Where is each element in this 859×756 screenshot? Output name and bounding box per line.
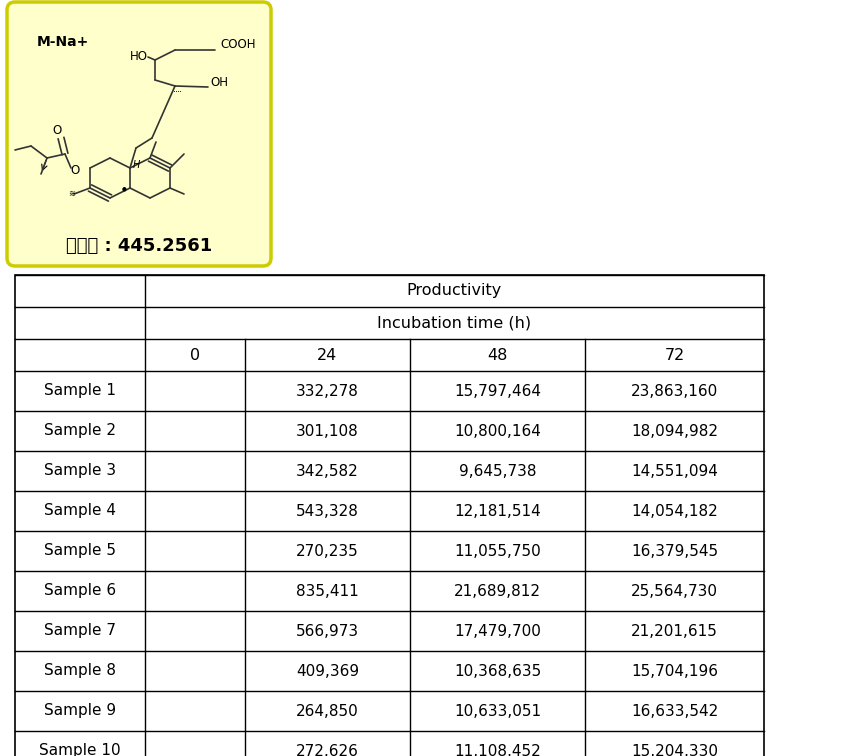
Text: 301,108: 301,108: [296, 423, 359, 438]
Text: 21,201,615: 21,201,615: [631, 624, 718, 639]
Text: Sample 1: Sample 1: [44, 383, 116, 398]
Text: 272,626: 272,626: [296, 743, 359, 756]
Text: 17,479,700: 17,479,700: [454, 624, 541, 639]
Text: Sample 4: Sample 4: [44, 503, 116, 519]
Text: Sample 3: Sample 3: [44, 463, 116, 479]
Text: 15,204,330: 15,204,330: [631, 743, 718, 756]
Text: 이론치 : 445.2561: 이론치 : 445.2561: [66, 237, 212, 255]
Text: 16,379,545: 16,379,545: [631, 544, 718, 559]
Text: 16,633,542: 16,633,542: [631, 704, 718, 718]
Text: Productivity: Productivity: [407, 284, 503, 299]
Text: Sample 6: Sample 6: [44, 584, 116, 599]
Text: 543,328: 543,328: [296, 503, 359, 519]
Text: ●: ●: [122, 186, 127, 191]
Text: ≋: ≋: [68, 189, 75, 198]
Text: 48: 48: [487, 348, 508, 362]
Text: 15,704,196: 15,704,196: [631, 664, 718, 678]
Text: 409,369: 409,369: [296, 664, 359, 678]
Text: HO: HO: [130, 51, 148, 64]
Text: 10,633,051: 10,633,051: [454, 704, 541, 718]
Text: 11,055,750: 11,055,750: [454, 544, 541, 559]
Text: 0: 0: [190, 348, 200, 362]
Text: 72: 72: [664, 348, 685, 362]
Text: 24: 24: [317, 348, 338, 362]
Text: 25,564,730: 25,564,730: [631, 584, 718, 599]
Text: 18,094,982: 18,094,982: [631, 423, 718, 438]
Text: Sample 9: Sample 9: [44, 704, 116, 718]
Text: 10,368,635: 10,368,635: [454, 664, 541, 678]
Text: 21,689,812: 21,689,812: [454, 584, 541, 599]
Text: OH: OH: [210, 76, 228, 88]
Text: 14,551,094: 14,551,094: [631, 463, 718, 479]
Text: O: O: [52, 125, 62, 138]
Text: 15,797,464: 15,797,464: [454, 383, 541, 398]
Text: Sample 2: Sample 2: [44, 423, 116, 438]
Text: 14,054,182: 14,054,182: [631, 503, 718, 519]
Text: 332,278: 332,278: [296, 383, 359, 398]
Text: O: O: [70, 163, 80, 176]
Text: 10,800,164: 10,800,164: [454, 423, 541, 438]
Text: 835,411: 835,411: [296, 584, 359, 599]
Text: Sample 5: Sample 5: [44, 544, 116, 559]
Text: Sample 8: Sample 8: [44, 664, 116, 678]
Text: Sample 10: Sample 10: [40, 743, 121, 756]
Text: 264,850: 264,850: [296, 704, 359, 718]
Text: 9,645,738: 9,645,738: [459, 463, 536, 479]
Text: 566,973: 566,973: [296, 624, 359, 639]
Bar: [15, 275, 764, 756]
Text: ⁞: ⁞: [173, 88, 183, 91]
Text: M-Na+: M-Na+: [37, 35, 89, 49]
Text: 12,181,514: 12,181,514: [454, 503, 541, 519]
Text: 23,863,160: 23,863,160: [631, 383, 718, 398]
Text: 342,582: 342,582: [296, 463, 359, 479]
Text: H: H: [133, 160, 140, 170]
Text: 270,235: 270,235: [296, 544, 359, 559]
Text: 11,108,452: 11,108,452: [454, 743, 541, 756]
FancyBboxPatch shape: [7, 2, 271, 266]
Text: COOH: COOH: [220, 39, 255, 51]
Text: Sample 7: Sample 7: [44, 624, 116, 639]
Text: Incubation time (h): Incubation time (h): [377, 315, 532, 330]
